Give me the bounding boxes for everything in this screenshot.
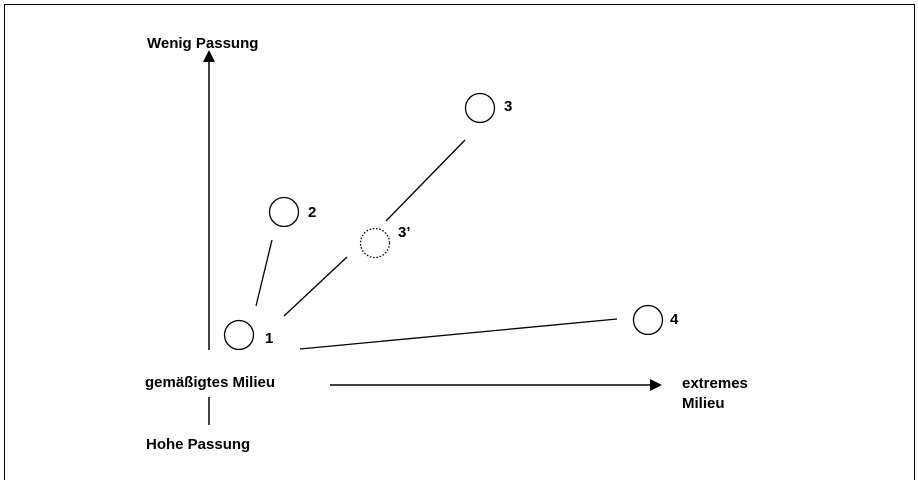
edge-1-2 xyxy=(255,239,273,307)
x-axis-right-label-line2: Milieu xyxy=(682,395,725,412)
node-4-circle xyxy=(632,304,664,336)
x-axis-left-label: gemäßigtes Milieu xyxy=(145,374,276,391)
x-axis-right-label-line1: extremes xyxy=(682,375,748,392)
edge-3prime-3 xyxy=(385,139,466,222)
node-4-label: 4 xyxy=(670,311,679,328)
node-2-label: 2 xyxy=(308,204,317,221)
node-3-circle xyxy=(464,92,496,124)
node-1-circle xyxy=(223,319,255,351)
node-3-label: 3 xyxy=(504,98,513,115)
node-2-circle xyxy=(268,196,300,228)
diagram-frame xyxy=(4,4,915,480)
edge-1-4 xyxy=(299,318,618,350)
node-3prime-label: 3’ xyxy=(398,224,411,241)
y-axis-top-label: Wenig Passung xyxy=(147,35,259,52)
node-1-label: 1 xyxy=(265,330,274,347)
edge-1-3prime xyxy=(283,256,348,317)
y-axis-bottom-label: Hohe Passung xyxy=(146,436,251,453)
node-3prime-circle xyxy=(359,227,391,259)
